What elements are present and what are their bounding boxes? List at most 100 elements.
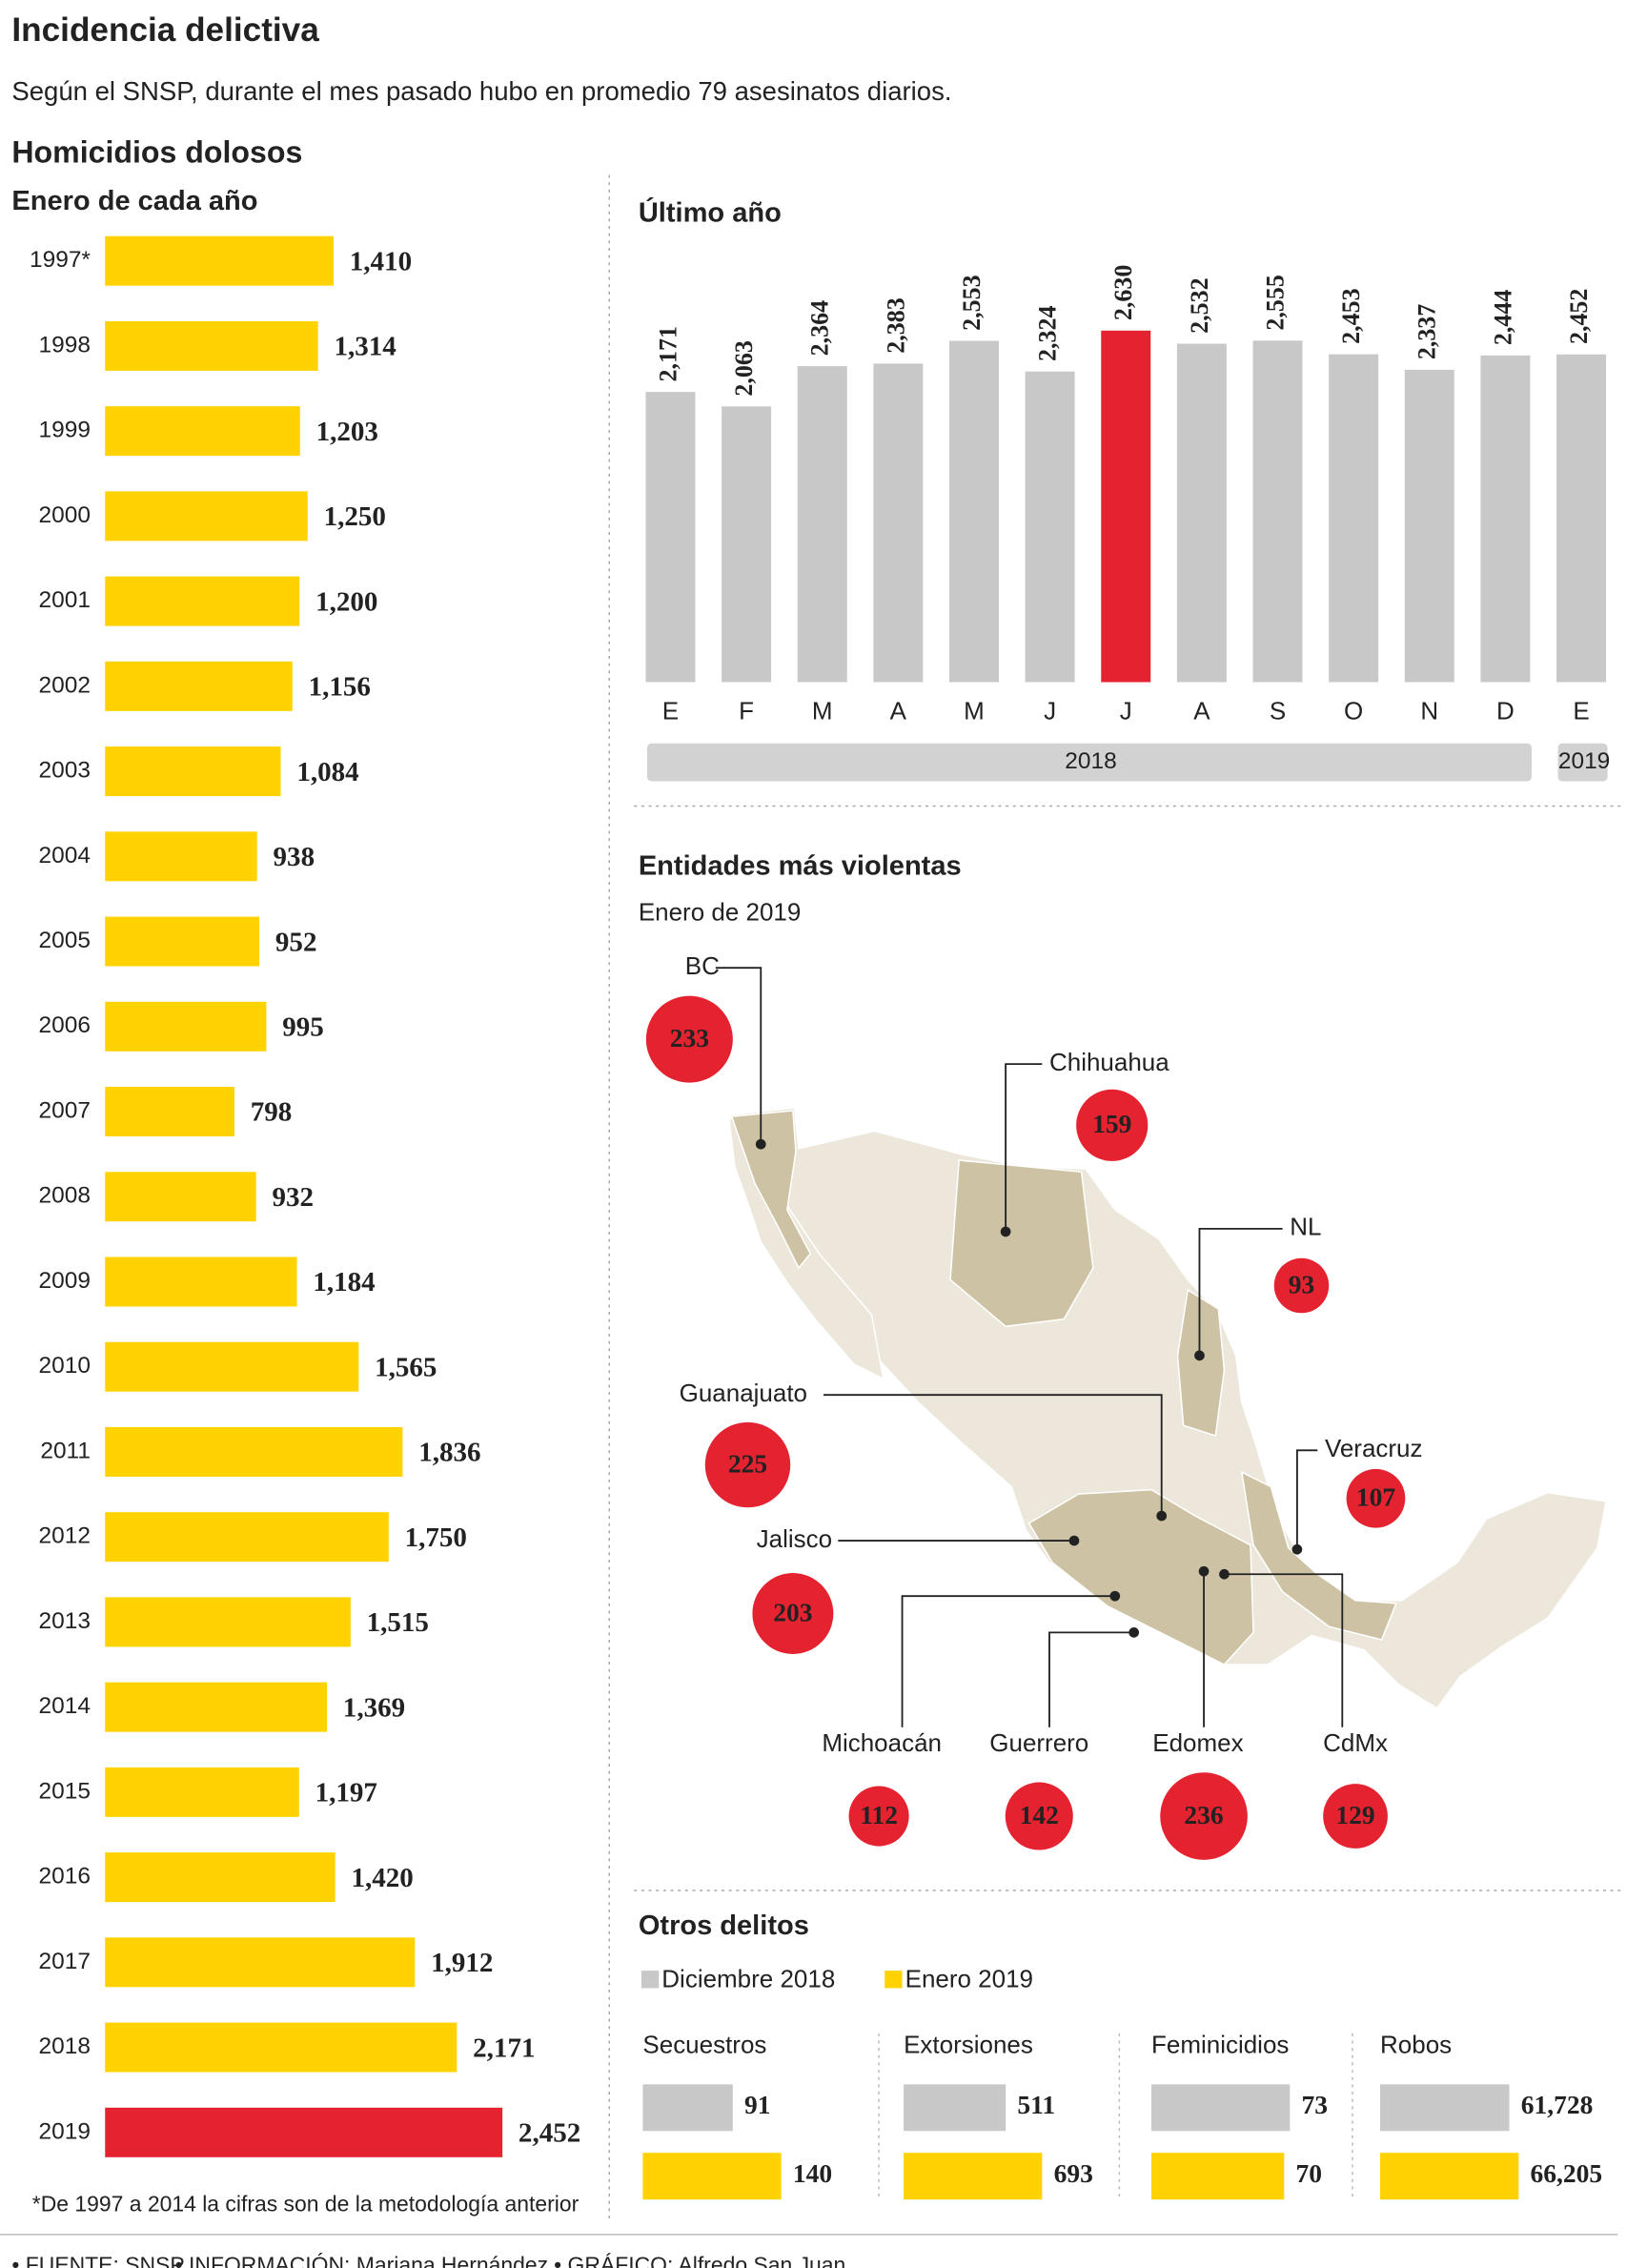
- bar: [873, 363, 924, 683]
- bar: [105, 1852, 336, 1903]
- category-label: 2015: [39, 1778, 91, 1804]
- bubble-label: 107: [1356, 1482, 1396, 1512]
- map-dot: [1291, 1543, 1303, 1555]
- bar: [642, 2084, 733, 2132]
- category-label: O: [1344, 697, 1363, 725]
- bar: [105, 235, 334, 286]
- value-label: 1,912: [431, 1948, 493, 1978]
- value-label: 2,171: [654, 326, 681, 381]
- value-label: 995: [282, 1012, 324, 1043]
- chart-subtitle: Enero de 2019: [639, 897, 801, 926]
- category-label: 2009: [39, 1268, 91, 1294]
- bar: [105, 1597, 351, 1647]
- category-label: 2006: [39, 1012, 91, 1038]
- bubble-label: 236: [1184, 1800, 1223, 1829]
- bar: [1151, 2153, 1285, 2200]
- map: [727, 1107, 1607, 1709]
- bar: [105, 916, 260, 967]
- leader-line: [1198, 1227, 1283, 1356]
- group-label: 2019: [1558, 748, 1610, 774]
- category-label: 2008: [39, 1183, 91, 1209]
- map-state: [1176, 1288, 1226, 1437]
- bar: [642, 2153, 782, 2200]
- value-label: 2,452: [1565, 289, 1593, 344]
- bar: [1380, 2084, 1510, 2132]
- bar: [1404, 369, 1454, 683]
- value-label: 70: [1296, 2158, 1323, 2188]
- bar: [797, 366, 847, 683]
- bubble: [1160, 1772, 1248, 1860]
- chart-title: Último año: [639, 195, 782, 228]
- bubble-label: 93: [1289, 1269, 1315, 1298]
- bar: [105, 1767, 299, 1817]
- bubble: [1273, 1257, 1330, 1314]
- category-label: 2014: [39, 1693, 91, 1719]
- value-label: 2,383: [882, 297, 909, 353]
- leader-line: [1295, 1449, 1318, 1550]
- value-label: 1,184: [313, 1267, 375, 1297]
- value-label: 140: [793, 2158, 832, 2188]
- bar: [1176, 343, 1227, 683]
- leader-line: [1005, 1063, 1043, 1232]
- bar: [1151, 2084, 1291, 2132]
- bubble-label: 233: [670, 1023, 709, 1052]
- bubble-label: 129: [1335, 1800, 1374, 1829]
- map-dot: [1068, 1535, 1080, 1546]
- bubble-label: 142: [1020, 1800, 1059, 1829]
- value-label: 2,532: [1186, 277, 1213, 333]
- value-label: 1,369: [343, 1692, 405, 1723]
- state-label: Edomex: [1152, 1728, 1243, 1757]
- bar: [105, 1257, 297, 1307]
- category-label: 2012: [39, 1523, 91, 1549]
- category-label: 2019: [39, 2118, 91, 2144]
- state-label: BC: [685, 951, 720, 980]
- map-dot: [755, 1138, 766, 1150]
- bubble-label: 159: [1092, 1109, 1131, 1138]
- legend-label: Diciembre 2018: [661, 1965, 835, 1993]
- category-label: 2000: [39, 502, 91, 528]
- category-label: 2002: [39, 672, 91, 698]
- value-label: 1,084: [296, 757, 358, 787]
- state-label: Guerrero: [989, 1728, 1088, 1757]
- state-label: Jalisco: [757, 1524, 832, 1553]
- leader-line: [824, 1394, 1163, 1517]
- value-label: 938: [274, 842, 315, 872]
- value-label: 73: [1301, 2090, 1328, 2119]
- map-dot: [1128, 1627, 1140, 1638]
- footer-source: • FUENTE: SNSP: [11, 2253, 184, 2268]
- bubble: [752, 1573, 834, 1654]
- bar: [105, 576, 300, 626]
- category-label: 2016: [39, 1864, 91, 1890]
- value-label: 2,063: [730, 340, 758, 396]
- value-label: 2,337: [1413, 304, 1441, 359]
- group-band: [647, 743, 1532, 782]
- value-label: 932: [273, 1182, 315, 1213]
- value-label: 2,364: [806, 300, 834, 356]
- panel-title: Secuestros: [642, 2030, 766, 2058]
- bar: [948, 340, 999, 683]
- bar: [105, 320, 318, 371]
- category-label: 1997*: [30, 247, 91, 273]
- map-state: [1240, 1470, 1397, 1641]
- value-label: 1,410: [350, 246, 412, 276]
- bar: [105, 2022, 458, 2073]
- category-label: A: [1193, 697, 1210, 725]
- value-label: 798: [251, 1097, 293, 1128]
- bubble-label: 203: [773, 1597, 812, 1626]
- category-label: J: [1044, 697, 1056, 725]
- category-label: 2013: [39, 1608, 91, 1634]
- value-label: 1,836: [418, 1438, 480, 1468]
- state-label: Chihuahua: [1049, 1048, 1169, 1076]
- value-label: 2,553: [958, 275, 986, 330]
- value-label: 1,156: [309, 672, 371, 703]
- footnote: *De 1997 a 2014 la cifras son de la meto…: [32, 2191, 580, 2216]
- map-dot: [1000, 1226, 1011, 1237]
- category-label: S: [1270, 697, 1286, 725]
- map-outline: [727, 1107, 1607, 1709]
- category-label: 1998: [39, 332, 91, 358]
- bar: [105, 1682, 327, 1732]
- page-title: Incidencia delictiva: [11, 11, 319, 49]
- panel-title: Extorsiones: [904, 2030, 1033, 2058]
- value-label: 1,197: [315, 1778, 377, 1808]
